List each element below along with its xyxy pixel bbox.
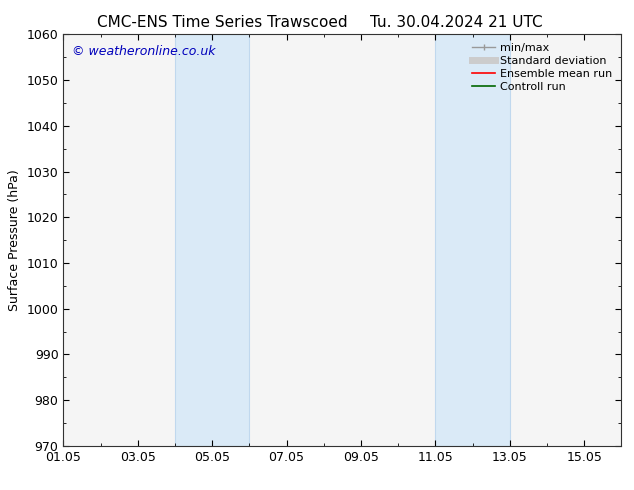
Legend: min/max, Standard deviation, Ensemble mean run, Controll run: min/max, Standard deviation, Ensemble me… [469,40,616,95]
Bar [175,34,249,446]
Bar [436,34,510,446]
Text: Tu. 30.04.2024 21 UTC: Tu. 30.04.2024 21 UTC [370,15,543,30]
Text: © weatheronline.co.uk: © weatheronline.co.uk [72,45,216,58]
Y-axis label: Surface Pressure (hPa): Surface Pressure (hPa) [8,169,21,311]
Text: CMC-ENS Time Series Trawscoed: CMC-ENS Time Series Trawscoed [96,15,347,30]
